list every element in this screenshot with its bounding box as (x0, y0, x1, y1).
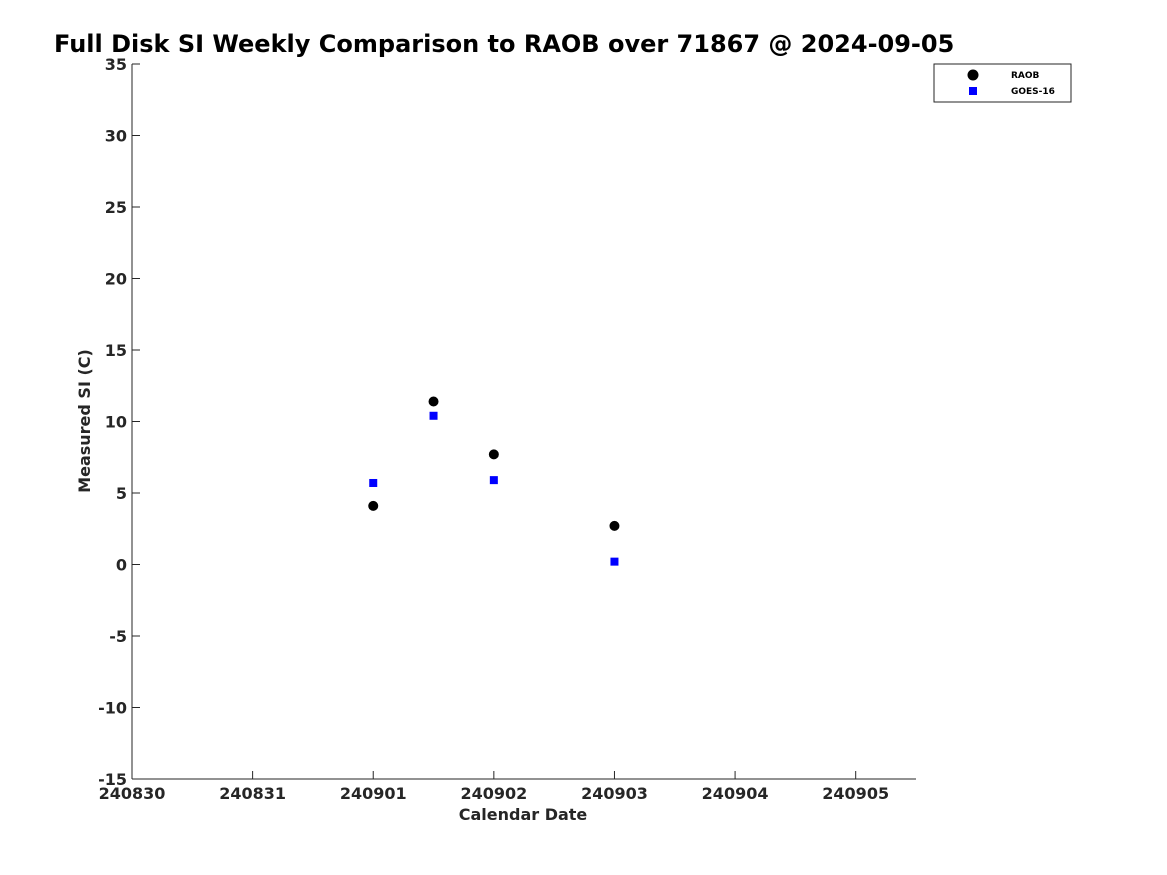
x-tick-label: 240902 (460, 784, 527, 803)
legend-label-raob: RAOB (1011, 71, 1040, 81)
x-tick-label: 240904 (702, 784, 769, 803)
chart-title: Full Disk SI Weekly Comparison to RAOB o… (54, 30, 954, 58)
y-tick-label: -15 (98, 770, 127, 789)
x-tick-label: 240831 (219, 784, 286, 803)
y-tick-label: 10 (105, 413, 127, 432)
y-tick-label: 0 (116, 556, 127, 575)
x-axis-label: Calendar Date (459, 805, 588, 824)
legend-box (933, 63, 1072, 103)
legend-marker-raob (967, 69, 979, 81)
legend-marker-goes16 (969, 87, 977, 95)
point-goes16 (369, 478, 378, 487)
x-tick-label: 240903 (581, 784, 648, 803)
x-tick-label: 240830 (99, 784, 166, 803)
y-tick-label: -10 (98, 699, 127, 718)
point-raob (488, 449, 499, 460)
legend-label-goes16: GOES-16 (1011, 87, 1055, 97)
y-tick-label: -5 (109, 627, 127, 646)
point-goes16 (429, 411, 438, 420)
x-tick-label: 240905 (822, 784, 889, 803)
y-tick-label: 20 (105, 270, 127, 289)
x-tick-label: 240901 (340, 784, 407, 803)
y-tick-label: 30 (105, 127, 127, 146)
plot-marks (368, 396, 620, 566)
point-goes16 (610, 557, 619, 566)
y-tick-label: 35 (105, 55, 127, 74)
point-raob (428, 396, 439, 407)
y-tick-label: 15 (105, 341, 127, 360)
legend: RAOB GOES-16 (933, 63, 1072, 103)
y-tick-label: 5 (116, 484, 127, 503)
point-raob (609, 520, 620, 531)
point-raob (368, 500, 379, 511)
y-tick-label: 25 (105, 198, 127, 217)
y-axis-label: Measured SI (C) (75, 349, 94, 493)
point-goes16 (489, 476, 498, 485)
